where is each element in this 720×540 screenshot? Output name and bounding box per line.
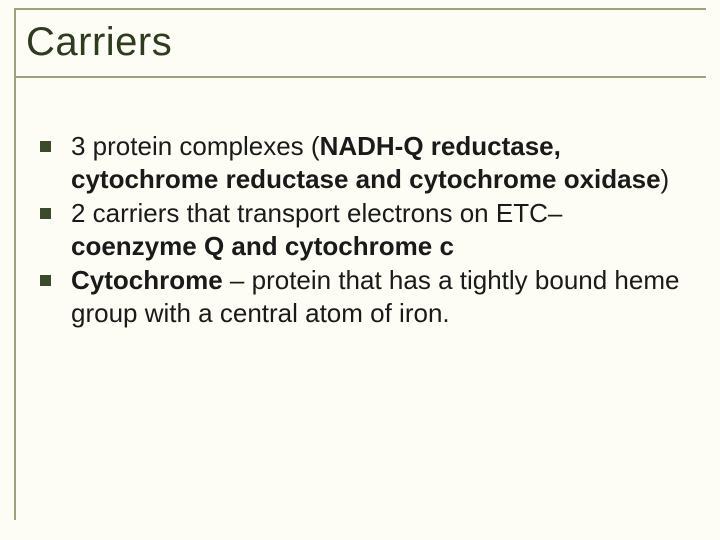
list-item: 2 carriers that transport electrons on E…	[40, 197, 690, 262]
square-bullet-icon	[40, 141, 51, 152]
frame-top-border	[14, 8, 706, 10]
text-run: 2 carriers that transport electrons on E…	[71, 198, 562, 228]
slide-content: 3 protein complexes (NADH-Q reductase, c…	[40, 130, 690, 331]
square-bullet-icon	[40, 208, 51, 219]
text-run: )	[661, 164, 670, 194]
text-run: coenzyme Q and cytochrome c	[71, 231, 454, 261]
text-run: 3 protein complexes (	[71, 131, 320, 161]
title-underline	[14, 76, 706, 78]
slide-title: Carriers	[26, 20, 180, 65]
bullet-text-2: Cytochrome – protein that has a tightly …	[71, 264, 690, 329]
list-item: Cytochrome – protein that has a tightly …	[40, 264, 690, 329]
bullet-text-0: 3 protein complexes (NADH-Q reductase, c…	[71, 130, 690, 195]
list-item: 3 protein complexes (NADH-Q reductase, c…	[40, 130, 690, 195]
frame-left-border	[14, 8, 16, 520]
square-bullet-icon	[40, 275, 51, 286]
text-run: Cytochrome	[71, 265, 223, 295]
bullet-text-1: 2 carriers that transport electrons on E…	[71, 197, 690, 262]
